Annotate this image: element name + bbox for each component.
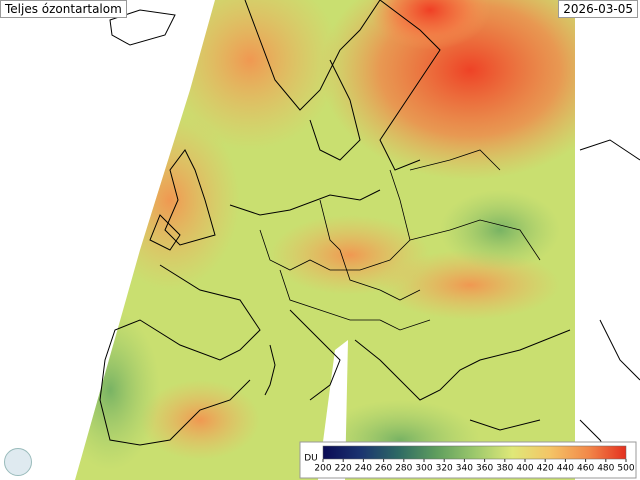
colorbar-tick-label: 360 <box>476 464 493 474</box>
colorbar-tick-label: 340 <box>456 464 473 474</box>
colorbar-bar <box>322 445 627 460</box>
title: Teljes ózontartalom <box>0 0 127 18</box>
colorbar-tick-label: 300 <box>415 464 432 474</box>
colorbar-tick-label: 280 <box>395 464 412 474</box>
colorbar-unit: DU <box>304 454 318 464</box>
borders <box>259 149 541 331</box>
colorbar-tick-label: 240 <box>355 464 372 474</box>
colorbar-tick-label: 200 <box>314 464 331 474</box>
date: 2026-03-05 <box>558 0 638 18</box>
colorbar-tick-label: 320 <box>436 464 453 474</box>
colorbar-tick-label: 440 <box>557 464 574 474</box>
colorbar-tick-label: 260 <box>375 464 392 474</box>
colorbar-tick-label: 460 <box>577 464 594 474</box>
logo <box>4 448 32 476</box>
colorbar-tick-label: 400 <box>516 464 533 474</box>
colorbar-tick-label: 500 <box>617 464 634 474</box>
colorbar-tick-label: 380 <box>496 464 513 474</box>
colorbar-tick-label: 480 <box>597 464 614 474</box>
colorbar-tick-label: 420 <box>537 464 554 474</box>
colorbar-tick-label: 220 <box>335 464 352 474</box>
